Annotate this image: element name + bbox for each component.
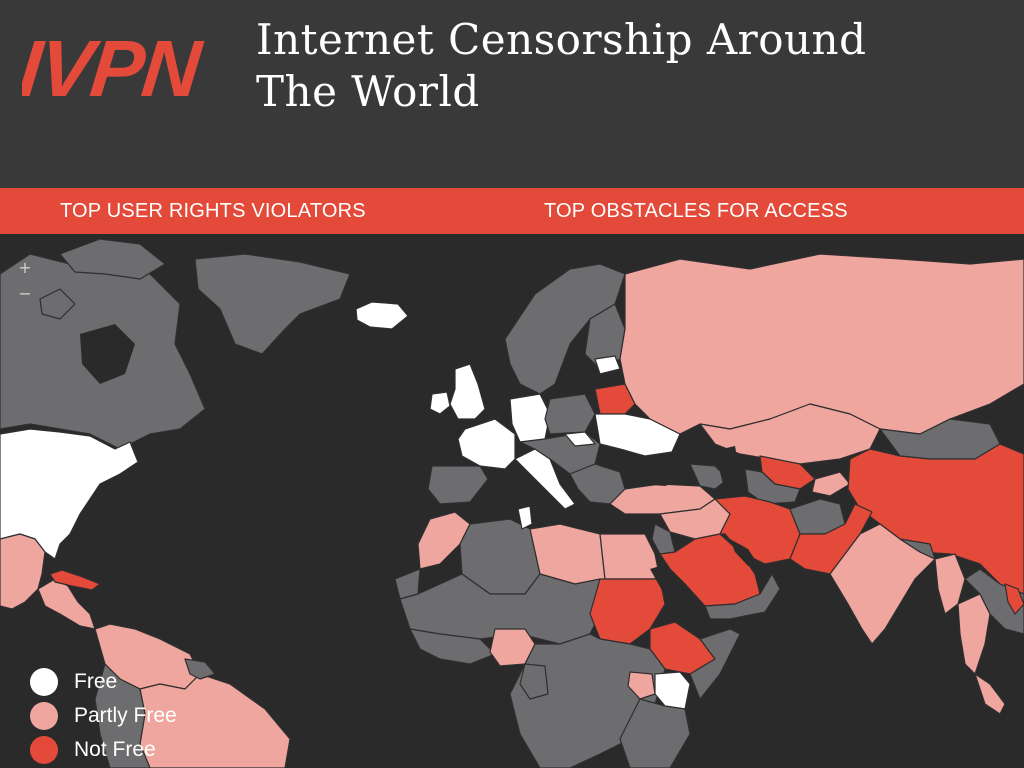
country-somalia[interactable]	[689, 628, 741, 700]
title-line-1: Internet Censorship Around	[256, 15, 867, 64]
country-cameroon[interactable]	[519, 663, 549, 700]
country-west-africa-coast[interactable]	[409, 628, 496, 665]
zoom-controls: + −	[12, 256, 38, 308]
logo-text: IVPN	[22, 26, 207, 106]
country-tunisia[interactable]	[517, 505, 533, 530]
legend-label-not-free: Not Free	[74, 738, 156, 761]
country-greenland[interactable]	[194, 253, 351, 355]
country-canada-islands	[39, 238, 166, 320]
legend-swatch-free	[30, 668, 58, 696]
world-map[interactable]: + −	[0, 234, 1024, 768]
country-czech-romania[interactable]	[564, 431, 596, 447]
country-vietnam-laos[interactable]	[964, 568, 1024, 635]
country-spain-portugal[interactable]	[427, 465, 489, 505]
country-poland[interactable]	[544, 393, 596, 435]
legend-label-free: Free	[74, 670, 118, 693]
country-cuba[interactable]	[49, 569, 101, 591]
country-georgia-armenia[interactable]	[689, 463, 729, 490]
country-france[interactable]	[457, 418, 516, 470]
header: IVPN Internet Censorship Around The Worl…	[0, 0, 1024, 188]
legend-swatch-partly-free	[30, 702, 58, 730]
country-united-kingdom[interactable]	[449, 363, 486, 420]
country-uganda-rwanda[interactable]	[627, 671, 656, 700]
red-sea	[650, 566, 685, 619]
page-title: Internet Censorship Around The World	[256, 14, 996, 118]
world-map-canvas[interactable]	[0, 234, 1024, 768]
country-kyrgyzstan-tajikistan[interactable]	[811, 471, 851, 497]
hudson-bay	[80, 324, 135, 384]
country-iceland[interactable]	[355, 301, 409, 330]
country-turkmenistan[interactable]	[744, 468, 801, 505]
country-morocco[interactable]	[417, 511, 471, 570]
country-yemen-oman[interactable]	[704, 573, 781, 620]
legend-swatch-not-free	[30, 736, 58, 764]
country-vietnam-coast[interactable]	[1004, 583, 1024, 615]
country-belarus[interactable]	[594, 383, 636, 415]
persian-gulf	[730, 539, 758, 566]
country-egypt[interactable]	[599, 533, 661, 580]
ivpn-logo[interactable]: IVPN	[22, 26, 232, 106]
country-ireland[interactable]	[429, 391, 451, 415]
country-guianas[interactable]	[184, 658, 216, 680]
title-line-2: The World	[256, 67, 480, 116]
legend-label-partly-free: Partly Free	[74, 704, 177, 727]
zoom-out-button[interactable]: −	[18, 284, 32, 303]
country-peru[interactable]	[94, 663, 151, 768]
tab-top-obstacles-for-access[interactable]: TOP OBSTACLES FOR ACCESS	[544, 200, 848, 222]
country-india[interactable]	[829, 523, 936, 645]
tab-bar: TOP USER RIGHTS VIOLATORS TOP OBSTACLES …	[0, 188, 1024, 234]
country-ukraine[interactable]	[594, 413, 681, 457]
country-east-africa-south[interactable]	[619, 698, 691, 768]
tab-top-user-rights-violators[interactable]: TOP USER RIGHTS VIOLATORS	[60, 200, 366, 222]
zoom-in-button[interactable]: +	[18, 258, 32, 277]
black-sea	[620, 462, 685, 486]
country-mexico[interactable]	[0, 533, 46, 610]
caspian-sea	[720, 446, 740, 496]
country-malaysia[interactable]	[974, 673, 1006, 715]
country-estonia-latvia[interactable]	[594, 355, 621, 375]
